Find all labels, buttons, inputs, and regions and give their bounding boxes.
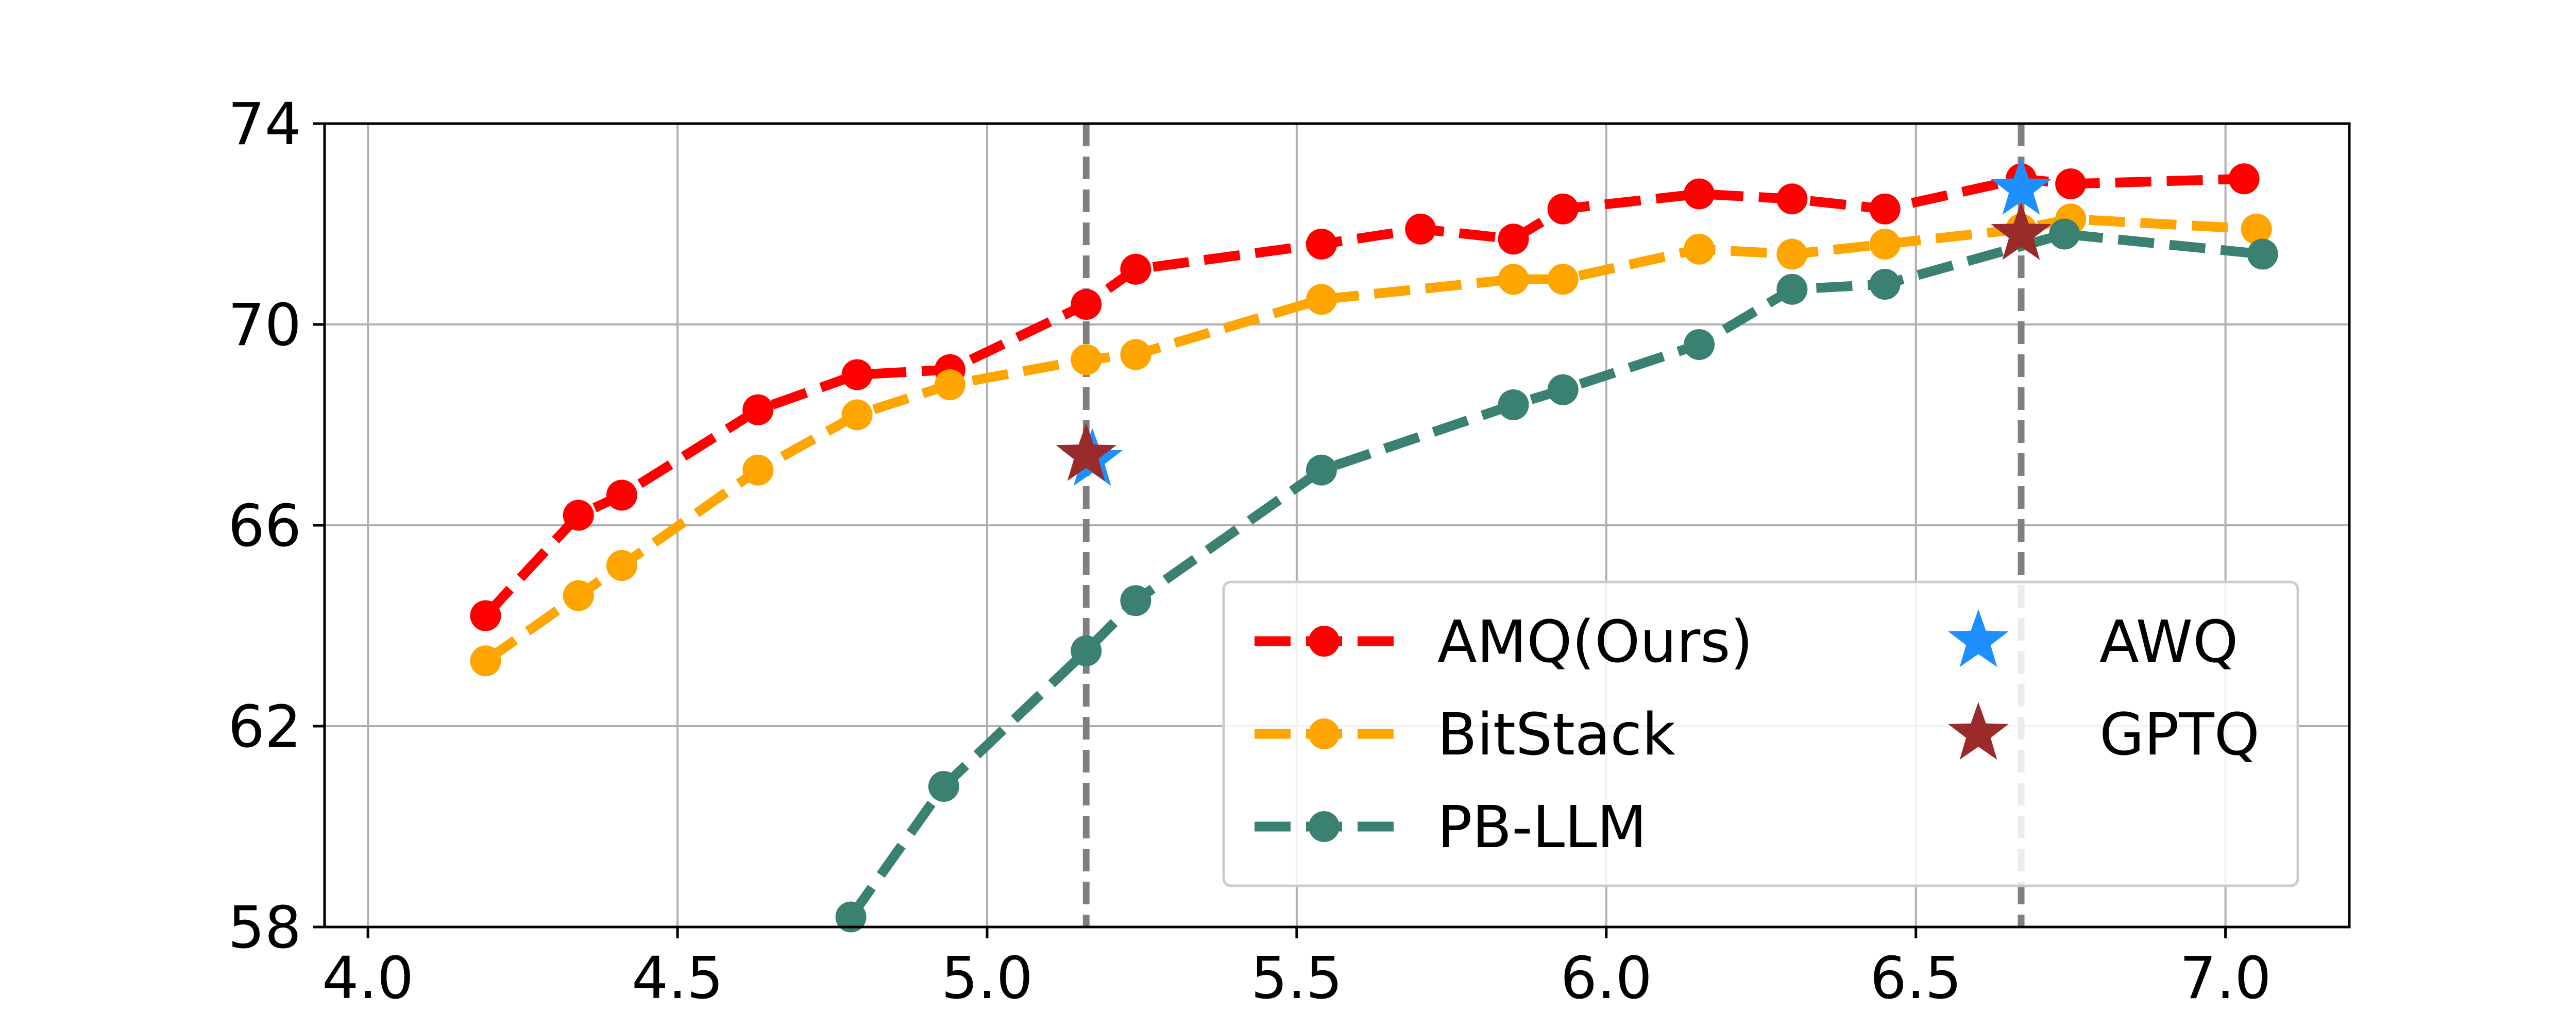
data-point	[1071, 289, 1102, 320]
data-point	[835, 901, 867, 933]
data-point	[1120, 585, 1151, 616]
legend-label: GPTQ	[2099, 701, 2260, 768]
data-point	[1869, 269, 1901, 300]
data-point	[1120, 339, 1151, 370]
points-gptq	[1056, 202, 2052, 481]
data-point	[1306, 229, 1337, 260]
data-point	[2241, 213, 2272, 245]
data-point	[1120, 253, 1151, 285]
legend-marker	[1309, 811, 1340, 842]
data-point	[1405, 213, 1436, 245]
data-point	[1684, 233, 1715, 265]
data-point	[742, 394, 774, 425]
data-point	[1869, 229, 1901, 260]
data-point	[1684, 329, 1715, 360]
legend-star	[1948, 609, 2009, 667]
data-point	[1306, 284, 1337, 315]
star-point	[1991, 157, 2052, 215]
data-point	[1547, 264, 1579, 295]
x-tick-label: 5.0	[941, 945, 1033, 1012]
data-point	[841, 359, 873, 390]
data-point	[1498, 264, 1529, 295]
series-pb-llm	[835, 218, 2278, 933]
legend-box	[1222, 580, 2299, 887]
data-point	[1869, 193, 1901, 225]
legend-label: AWQ	[2099, 609, 2238, 676]
series-amq-ours-	[470, 163, 2260, 631]
legend: AMQ(Ours) BitStack PB-LLM AWQ GPTQ	[1222, 580, 2299, 887]
data-point	[563, 500, 594, 531]
legend-marker	[1309, 718, 1340, 749]
data-point	[1776, 238, 1808, 270]
x-tick-label: 4.5	[632, 945, 723, 1012]
data-point	[841, 399, 873, 431]
x-tick-label: 5.5	[1251, 945, 1343, 1012]
data-point	[470, 600, 501, 631]
data-point	[2228, 163, 2260, 195]
data-point	[1776, 183, 1808, 215]
series-line	[483, 214, 2257, 665]
series-line	[482, 174, 2244, 619]
legend-label: PB-LLM	[1437, 794, 1647, 861]
x-tick-label: 7.0	[2180, 945, 2272, 1012]
x-tick-label: 6.5	[1870, 945, 1962, 1012]
y-tick-label: 62	[228, 694, 301, 761]
x-tick-label: 6.0	[1561, 945, 1652, 1012]
star-point	[1991, 202, 2052, 260]
data-point	[1776, 273, 1808, 305]
y-tick-label: 74	[228, 91, 301, 158]
data-point	[1547, 193, 1579, 225]
legend-star	[1948, 702, 2009, 760]
legend-label: AMQ(Ours)	[1437, 609, 1753, 676]
data-point	[742, 454, 774, 486]
data-point	[2055, 168, 2087, 199]
data-point	[606, 479, 637, 511]
y-tick-label: 70	[228, 292, 301, 359]
star-point	[1056, 423, 1117, 481]
data-point	[1071, 635, 1102, 666]
x-tick-label: 4.0	[322, 945, 414, 1012]
y-tick-label: 66	[228, 493, 301, 560]
legend-marker	[1309, 626, 1340, 657]
data-point	[1498, 224, 1529, 255]
ticks: 4.0 4.5 5.0 5.5 6.0 6.5 7.0 58 62 66 70 74	[228, 91, 2271, 1012]
data-point	[606, 550, 637, 581]
data-point	[934, 369, 965, 400]
series-line	[846, 229, 2263, 920]
y-tick-label: 58	[228, 895, 301, 962]
data-point	[1498, 389, 1529, 420]
data-point	[563, 580, 594, 611]
data-point	[1306, 454, 1337, 486]
data-point	[1684, 178, 1715, 210]
data-point	[1547, 374, 1579, 405]
data-point	[1071, 344, 1102, 375]
data-point	[2049, 218, 2080, 250]
data-point	[2247, 238, 2278, 270]
data-point	[928, 771, 959, 802]
data-point	[470, 645, 501, 677]
legend-label: BitStack	[1437, 701, 1675, 768]
